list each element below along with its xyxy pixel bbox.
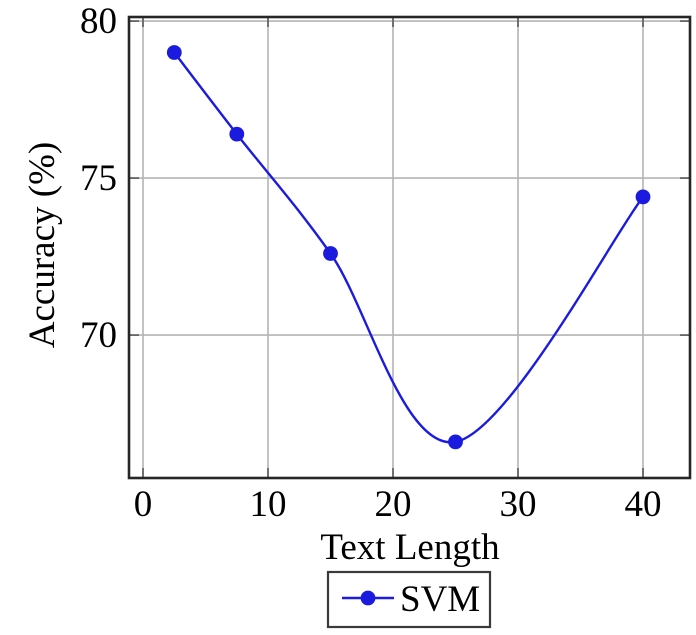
data-point-marker xyxy=(323,246,338,261)
data-point-marker xyxy=(448,434,463,450)
x-axis-label: Text Length xyxy=(320,527,500,568)
x-tick-label: 30 xyxy=(500,484,537,525)
y-tick-label: 70 xyxy=(80,315,117,356)
legend: SVM xyxy=(326,570,492,629)
x-tick-label: 20 xyxy=(375,484,412,525)
x-tick-label: 10 xyxy=(250,484,287,525)
legend-box xyxy=(326,570,492,629)
data-point-marker xyxy=(229,126,245,142)
y-tick-label: 80 xyxy=(80,1,117,42)
tick-marks-layer xyxy=(129,17,690,478)
tick-labels-layer: 0 10 20 30 40 70 75 80 xyxy=(80,1,662,525)
data-point-marker xyxy=(635,189,651,205)
y-axis-label: Accuracy (%) xyxy=(22,142,63,348)
legend-label: SVM xyxy=(400,579,480,620)
y-tick-label: 75 xyxy=(80,158,117,199)
x-tick-label: 0 xyxy=(134,484,153,525)
x-tick-label: 40 xyxy=(625,484,662,525)
series-line xyxy=(173,51,644,444)
grid-layer xyxy=(129,17,690,478)
data-point-marker xyxy=(166,45,182,60)
legend-marker-icon xyxy=(360,590,376,606)
series-layer xyxy=(166,45,651,450)
plot-border xyxy=(127,15,692,480)
